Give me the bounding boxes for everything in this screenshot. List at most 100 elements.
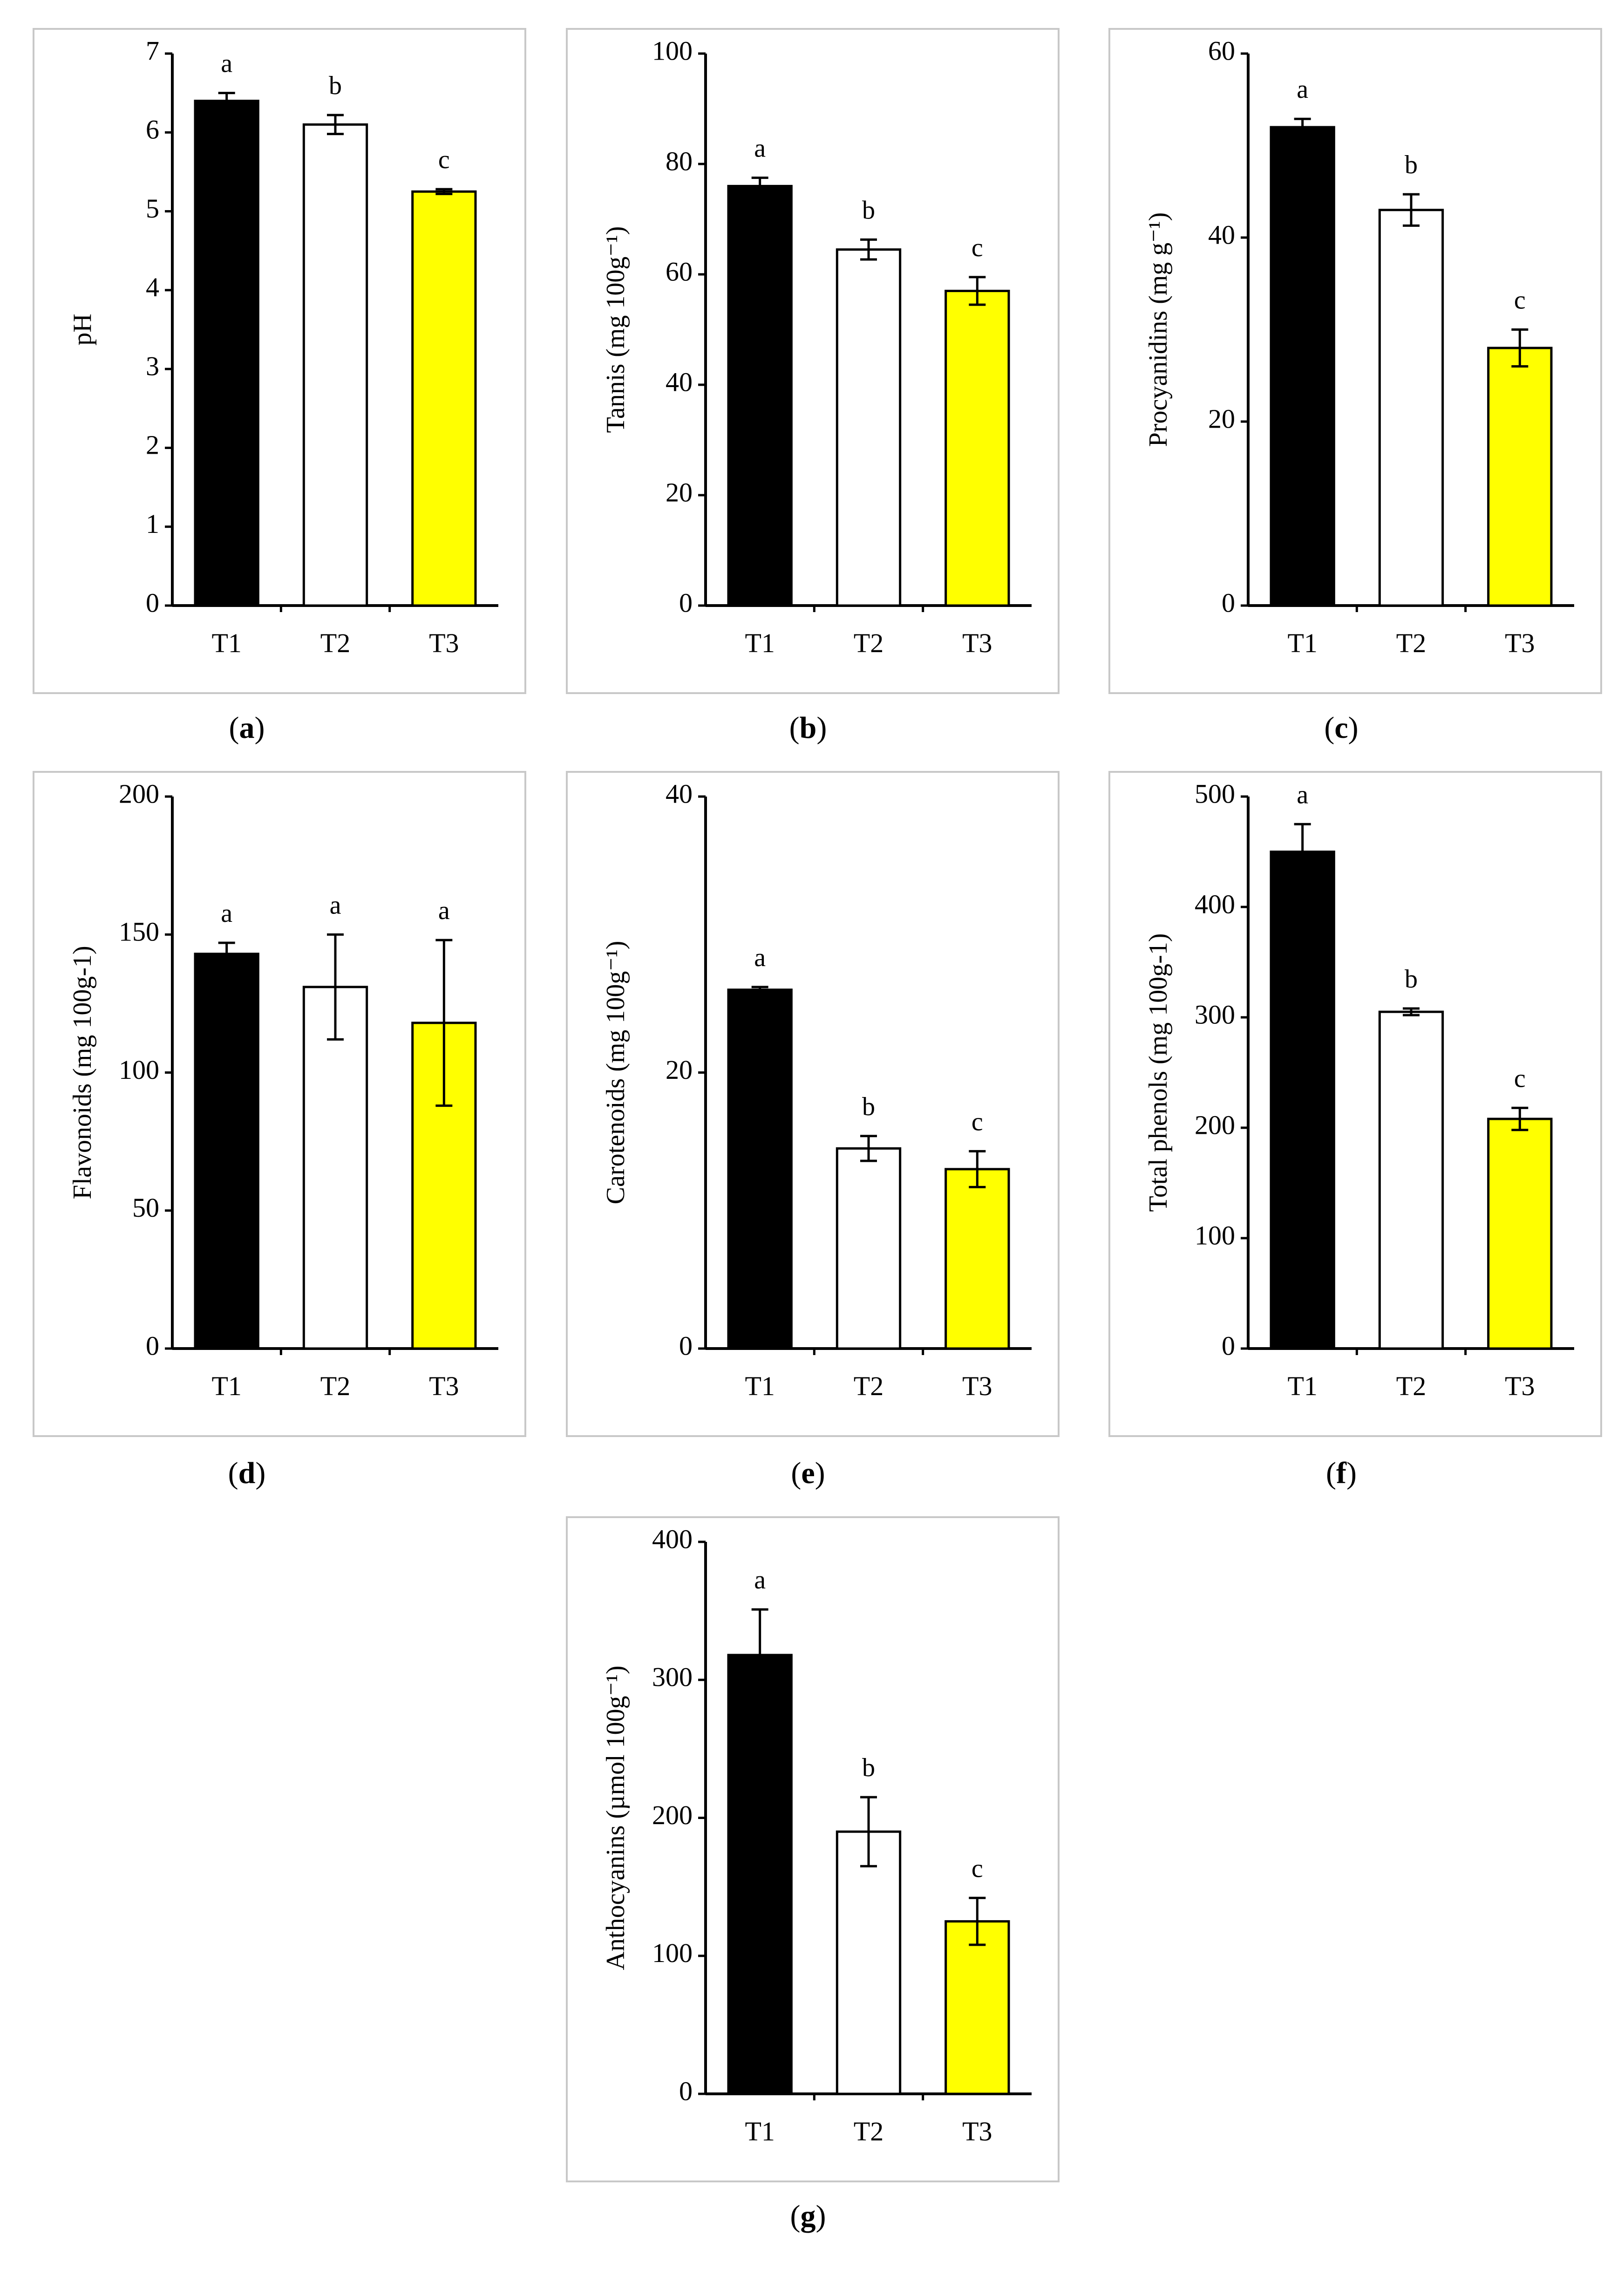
caption-e: (e): [791, 1456, 825, 1490]
y-tick-label: 0: [1222, 587, 1235, 618]
y-tick-label: 60: [666, 256, 693, 286]
y-tick-label: 3: [146, 351, 159, 381]
y-tick-label: 0: [1222, 1330, 1235, 1361]
y-tick-label: 100: [652, 35, 693, 66]
error-bar: [327, 933, 344, 1041]
bar-t2: [836, 1147, 902, 1350]
y-tick-label: 40: [666, 367, 693, 397]
bar-t2: [836, 1830, 902, 2095]
bar-t3: [945, 1920, 1010, 2095]
y-tick-label: 4: [146, 272, 159, 302]
caption-d: (d): [228, 1456, 266, 1490]
error-bar: [1403, 1007, 1420, 1016]
significance-letter: a: [221, 49, 232, 78]
x-tick-label: T3: [1505, 1371, 1535, 1401]
significance-letter: a: [754, 134, 766, 163]
error-bar: [1511, 328, 1529, 368]
significance-letter: b: [329, 71, 342, 100]
significance-letter: a: [754, 1566, 766, 1594]
error-bar: [751, 986, 768, 994]
caption-b: (b): [789, 711, 827, 745]
y-tick-label: 6: [146, 115, 159, 145]
y-tick-label: 80: [666, 146, 693, 176]
chart-svg-f: 0 100 200 300 400 500 Total phenols (mg 100g-1…: [1108, 771, 1602, 1437]
chart-panel-d: 0 50 100 150 200 Flavonoids (mg 100g-1) a T1 a T2…: [33, 771, 526, 1437]
chart-svg-e: 0 20 40 Carotenoids (mg 100g⁻¹) a T1 b T2 c T3: [566, 771, 1060, 1437]
y-tick-label: 300: [1195, 999, 1235, 1029]
significance-letter: c: [972, 1854, 983, 1883]
y-tick-label: 150: [119, 917, 159, 947]
chart-svg-c: 0 20 40 60 Procyanidins (mg g⁻¹) a T1 b T2 c T3: [1108, 28, 1602, 694]
y-tick-label: 20: [666, 1055, 693, 1085]
x-tick-label: T3: [429, 628, 459, 658]
chart-svg-g: 0 100 200 300 400 Anthocyanins (µmol 100g⁻¹) a…: [566, 1516, 1060, 2182]
y-tick-label: 40: [1208, 219, 1235, 250]
chart-panel-f: 0 100 200 300 400 500 Total phenols (mg 100g-1…: [1108, 771, 1602, 1437]
significance-letter: c: [972, 1107, 983, 1136]
x-tick-label: T2: [1396, 1371, 1426, 1401]
bar-t1: [1270, 126, 1335, 607]
error-bar: [1403, 193, 1420, 227]
significance-letter: c: [438, 145, 450, 174]
caption-g: (g): [790, 2199, 826, 2233]
y-tick-label: 0: [679, 587, 693, 618]
bar-t2: [1378, 1010, 1444, 1350]
panel-frame: [1108, 771, 1602, 1437]
y-tick-label: 0: [679, 2076, 693, 2106]
error-bar: [435, 188, 453, 195]
y-tick-label: 20: [1208, 403, 1235, 434]
panel-frame: [566, 771, 1060, 1437]
y-tick-label: 5: [146, 193, 159, 224]
y-tick-label: 1: [146, 509, 159, 539]
bar-t1: [194, 100, 259, 607]
error-bar: [860, 1135, 877, 1162]
error-bar: [860, 238, 877, 261]
significance-letter: c: [1514, 1064, 1526, 1093]
y-axis-label: Anthocyanins (µmol 100g⁻¹): [601, 1665, 630, 1970]
error-bar: [435, 939, 453, 1107]
chart-panel-a: 0 1 2 3 4 5 6 7 pH a T1 b T2 c T3: [33, 28, 526, 694]
error-bar: [327, 114, 344, 136]
error-bar: [218, 941, 235, 966]
error-bar: [860, 1796, 877, 1867]
x-tick-label: T3: [1505, 628, 1535, 658]
caption-c: (c): [1324, 711, 1359, 745]
bar-t1: [727, 184, 793, 607]
error-bar: [1511, 1106, 1529, 1131]
x-tick-label: T3: [962, 628, 992, 658]
chart-panel-b: 0 20 40 60 80 100 Tannis (mg 100g⁻¹) a T1 b T2 c T3: [566, 28, 1060, 694]
x-tick-label: T1: [745, 1371, 775, 1401]
caption-f: (f): [1326, 1456, 1357, 1490]
bar-t1: [1270, 851, 1335, 1350]
error-bar: [751, 177, 768, 196]
bar-t2: [302, 123, 368, 607]
y-tick-label: 0: [146, 1330, 159, 1361]
chart-svg-a: 0 1 2 3 4 5 6 7 pH a T1 b T2 c T3: [33, 28, 526, 694]
x-tick-label: T1: [211, 1371, 241, 1401]
bar-t3: [1487, 347, 1553, 607]
panel-frame: [1108, 28, 1602, 694]
bar-t3: [411, 190, 477, 607]
significance-letter: a: [754, 943, 766, 972]
y-tick-label: 400: [652, 1524, 693, 1554]
bar-t3: [945, 290, 1010, 607]
y-tick-label: 50: [132, 1192, 159, 1223]
y-tick-label: 400: [1195, 889, 1235, 919]
y-tick-label: 200: [1195, 1110, 1235, 1140]
significance-letter: b: [862, 1753, 875, 1782]
x-tick-label: T2: [854, 2116, 883, 2146]
x-tick-label: T3: [962, 1371, 992, 1401]
significance-letter: b: [1405, 150, 1418, 179]
x-tick-label: T1: [1287, 628, 1317, 658]
panel-frame: [33, 771, 526, 1437]
x-tick-label: T1: [745, 2116, 775, 2146]
x-tick-label: T1: [1287, 1371, 1317, 1401]
significance-letter: a: [221, 899, 232, 928]
y-tick-label: 0: [146, 587, 159, 618]
chart-panel-g: 0 100 200 300 400 Anthocyanins (µmol 100g⁻¹) a…: [566, 1516, 1060, 2182]
bar-t1: [727, 988, 793, 1350]
x-tick-label: T1: [745, 628, 775, 658]
y-tick-label: 200: [652, 1800, 693, 1830]
y-tick-label: 100: [652, 1938, 693, 1968]
bar-t3: [945, 1168, 1010, 1350]
